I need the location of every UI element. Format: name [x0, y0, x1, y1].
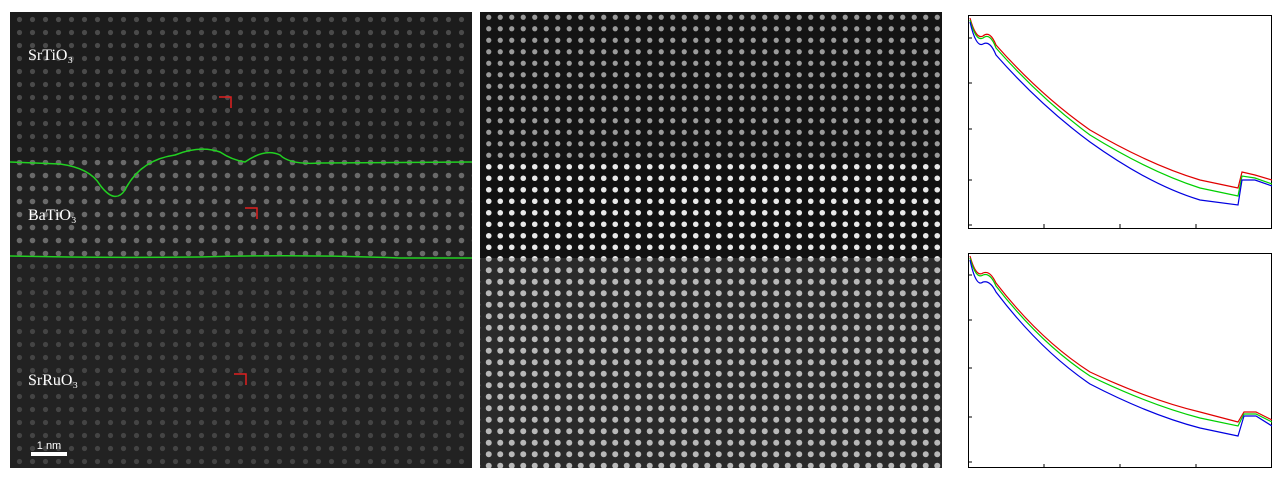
- layer-label: SrRuO₃: [28, 372, 78, 389]
- marker: [219, 96, 232, 108]
- scale-bar: [31, 452, 67, 456]
- layer-label: BaTiO₃: [28, 207, 77, 224]
- spectrum-top: [968, 15, 1272, 229]
- marker: [245, 207, 258, 219]
- middle-image: [480, 12, 942, 468]
- boundary-line: [9, 254, 472, 259]
- spectrum-bottom: [968, 253, 1272, 468]
- layer-label: SrTiO₃: [28, 47, 73, 64]
- scale-bar-label: 1 nm: [37, 440, 61, 452]
- boundary-line: [9, 148, 473, 198]
- left-image: SrTiO₃ BaTiO₃ SrRuO₃ 1 nm: [9, 12, 473, 468]
- marker: [234, 373, 247, 385]
